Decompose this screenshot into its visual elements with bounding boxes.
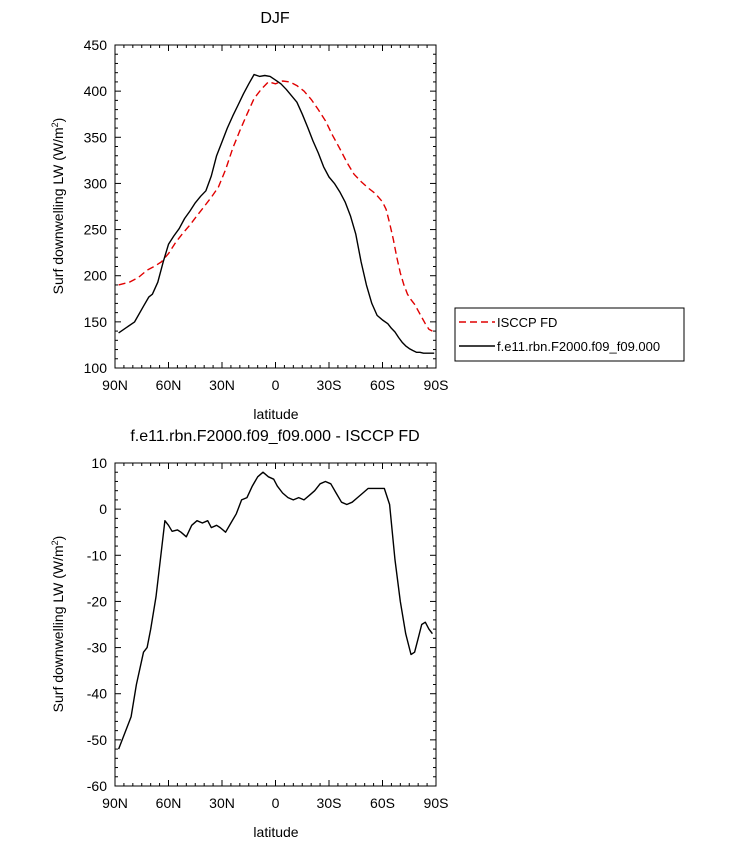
y-tick-label: 150 bbox=[84, 314, 108, 330]
y-tick-label: 0 bbox=[99, 501, 107, 517]
y-tick-label: -20 bbox=[87, 593, 107, 609]
y-tick-label: 300 bbox=[84, 175, 108, 191]
legend-label-isccp: ISCCP FD bbox=[497, 315, 557, 330]
series-line-top-1 bbox=[118, 73, 435, 354]
x-tick-label: 30S bbox=[317, 377, 342, 393]
legend-label-model: f.e11.rbn.F2000.f09_f09.000 bbox=[497, 339, 660, 354]
x-tick-label: 0 bbox=[272, 377, 280, 393]
x-tick-label: 90N bbox=[102, 377, 128, 393]
y-tick-label: -10 bbox=[87, 547, 107, 563]
y-axis-label-top: Surf downwelling LW (W/m2) bbox=[50, 118, 66, 295]
x-tick-label: 30N bbox=[209, 377, 235, 393]
x-tick-label: 30N bbox=[209, 795, 235, 811]
x-tick-label: 0 bbox=[272, 795, 280, 811]
y-tick-label: 10 bbox=[91, 455, 107, 471]
x-tick-label: 60S bbox=[370, 795, 395, 811]
y-ticks-top: 100 150 200 250 300 350 400 450 bbox=[84, 37, 436, 376]
series-top bbox=[118, 73, 435, 354]
y-tick-label: -50 bbox=[87, 732, 107, 748]
chart-title-bottom: f.e11.rbn.F2000.f09_f09.000 - ISCCP FD bbox=[130, 428, 419, 445]
x-tick-label: 60N bbox=[156, 795, 182, 811]
x-tick-label: 60S bbox=[370, 377, 395, 393]
y-tick-label: -60 bbox=[87, 778, 107, 794]
plot-frame-bottom bbox=[114, 462, 437, 787]
y-tick-label: 100 bbox=[84, 360, 108, 376]
legend-box bbox=[454, 307, 685, 362]
series-bottom bbox=[117, 471, 433, 750]
chart-title-top: DJF bbox=[260, 10, 290, 27]
series-line-bottom-0 bbox=[117, 471, 433, 750]
y-tick-label: 450 bbox=[84, 37, 108, 53]
y-tick-label: -30 bbox=[87, 640, 107, 656]
x-tick-label: 30S bbox=[317, 795, 342, 811]
y-tick-label: 200 bbox=[84, 268, 108, 284]
panel-bottom: f.e11.rbn.F2000.f09_f09.000 - ISCCP FD -… bbox=[50, 428, 448, 840]
plot-frame-top bbox=[114, 44, 437, 369]
y-tick-label: -40 bbox=[87, 686, 107, 702]
y-tick-label: 250 bbox=[84, 222, 108, 238]
x-tick-label: 90S bbox=[424, 377, 449, 393]
y-tick-label: 350 bbox=[84, 129, 108, 145]
y-tick-label: 400 bbox=[84, 83, 108, 99]
y-axis-label-bottom: Surf downwelling LW (W/m2) bbox=[50, 536, 66, 713]
x-ticks-bottom: 90N 60N 30N 0 30S 60S 90S bbox=[102, 463, 448, 811]
x-axis-label-bottom: latitude bbox=[253, 824, 298, 840]
series-line-top-0 bbox=[118, 80, 433, 332]
x-tick-label: 90N bbox=[102, 795, 128, 811]
x-axis-label-top: latitude bbox=[253, 406, 298, 422]
legend: ISCCP FD f.e11.rbn.F2000.f09_f09.000 bbox=[454, 307, 685, 362]
x-tick-label: 60N bbox=[156, 377, 182, 393]
y-ticks-bottom: -60 -50 -40 -30 -20 -10 0 10 bbox=[87, 455, 436, 794]
x-ticks-top: 90N 60N 30N 0 30S 60S 90S bbox=[102, 45, 448, 393]
x-tick-label: 90S bbox=[424, 795, 449, 811]
panel-top: DJF 100 150 200 250 300 350 400 450 90N 60N 30N 0 3… bbox=[50, 10, 448, 422]
